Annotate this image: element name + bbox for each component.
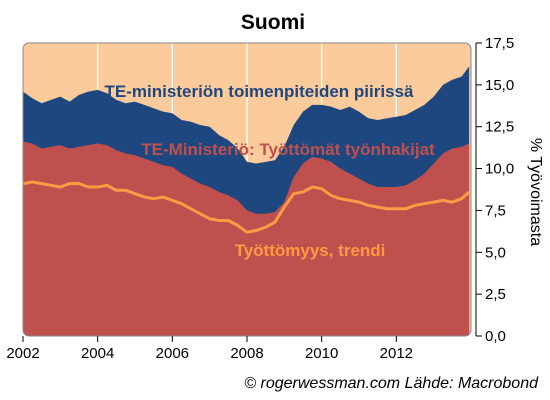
- annotation-tyottomat: TE-Ministeriö: Työttömät työnhakijat: [141, 140, 435, 159]
- annotation-toimenpiteet: TE-ministeriön toimenpiteiden piirissä: [105, 82, 414, 101]
- y-tick-label: 12,5: [485, 119, 514, 136]
- x-tick-label: 2008: [230, 345, 263, 362]
- series-line-trendi: [23, 180, 471, 234]
- annotation-trendi: Työttömyys, trendi: [235, 241, 386, 260]
- y-tick-label: 2,5: [485, 286, 506, 303]
- y-tick-label: 0,0: [485, 328, 506, 345]
- chart-title: Suomi: [241, 11, 305, 34]
- y-tick-label: 15,0: [485, 77, 514, 94]
- y-tick-label: 7,5: [485, 202, 506, 219]
- x-tick-label: 2004: [81, 345, 114, 362]
- source-credit: © rogerwessman.com Lähde: Macrobond: [244, 375, 539, 392]
- y-axis-label: % Työvoimasta: [527, 138, 544, 246]
- x-axis: 2002 2004 2006 2008 2010 2012: [6, 336, 413, 362]
- x-tick-label: 2002: [6, 345, 39, 362]
- y-tick-label: 10,0: [485, 161, 514, 178]
- y-tick-label: 5,0: [485, 244, 506, 261]
- x-tick-label: 2012: [380, 345, 413, 362]
- series-area-tyottomat: [23, 141, 470, 336]
- x-tick-label: 2010: [305, 345, 338, 362]
- y-tick-label: 17,5: [485, 35, 514, 52]
- x-tick-label: 2006: [156, 345, 189, 362]
- y-axis: 0,0 2,5 5,0 7,5 10,0 12,5 15,0 17,5: [475, 35, 514, 345]
- plot-area: [22, 42, 472, 337]
